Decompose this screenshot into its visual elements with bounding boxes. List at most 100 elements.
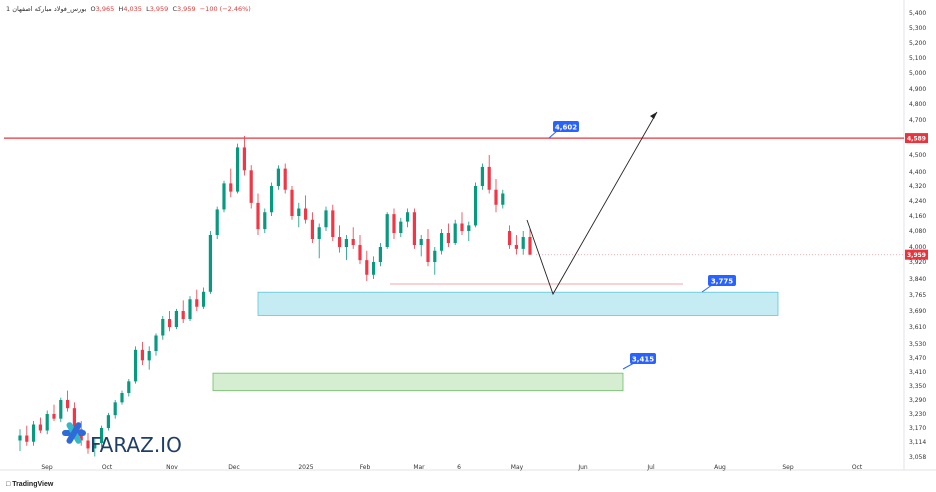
y-tick-label: 4,700: [909, 117, 926, 124]
candle-body: [283, 168, 287, 190]
candle-body: [202, 291, 206, 307]
y-tick-label: 5,300: [909, 25, 926, 32]
candle-body: [419, 239, 423, 245]
high-value: 4,035: [123, 5, 142, 13]
candle-body: [106, 415, 110, 428]
open-value: 3,965: [95, 5, 115, 13]
candle-body: [276, 168, 280, 186]
candle-body: [501, 193, 505, 205]
candle-body: [467, 225, 471, 231]
candle-body: [528, 237, 532, 255]
resistance-price-badge: [905, 133, 928, 144]
candle-body: [521, 237, 525, 249]
y-tick-label: 3,410: [909, 369, 926, 376]
projection-arrowhead: [650, 112, 657, 119]
x-tick-label: Jul: [646, 464, 655, 471]
y-tick-label: 4,400: [909, 169, 926, 176]
y-tick-label: 3,690: [909, 308, 926, 315]
candle-body: [168, 319, 172, 327]
candle-body: [242, 147, 246, 171]
x-tick-label: Oct: [102, 464, 113, 471]
target-callout: [553, 121, 579, 132]
x-tick-label: 2025: [298, 464, 313, 471]
candle-body: [412, 212, 416, 245]
y-tick-label: 4,000: [909, 244, 926, 251]
candle-body: [297, 208, 301, 216]
candle-body: [399, 221, 403, 233]
y-tick-label: 4,500: [909, 152, 926, 159]
green-zone-callout: [630, 353, 656, 364]
candle-body: [440, 233, 444, 251]
current-price-label: 3,959: [907, 252, 926, 259]
candle-body: [222, 183, 226, 210]
y-tick-label: 3,058: [909, 454, 926, 461]
candle-body: [127, 381, 131, 393]
y-tick-label: 4,080: [909, 228, 926, 235]
candle-body: [487, 166, 491, 190]
x-tick-label: Oct: [852, 464, 863, 471]
watermark-text: FARAZ.IO: [90, 433, 182, 457]
candle-body: [256, 202, 260, 230]
candle-body: [351, 239, 355, 245]
candle-body: [154, 335, 158, 351]
x-tick-label: Mar: [413, 464, 425, 471]
candle-body: [406, 212, 410, 222]
candle-body: [385, 214, 389, 247]
candle-body: [195, 299, 199, 307]
y-tick-label: 3,350: [909, 383, 926, 390]
candle-body: [134, 349, 138, 382]
x-tick-label: Dec: [228, 464, 240, 471]
candle-body: [208, 235, 212, 292]
candle-body: [113, 402, 117, 416]
candle-body: [358, 245, 362, 261]
y-tick-label: 5,200: [909, 40, 926, 47]
blue-demand-zone: [257, 291, 779, 316]
brand-name: TradingView: [12, 481, 54, 488]
change-value: −100 (−2.46%): [199, 5, 251, 13]
candle-body: [372, 262, 376, 275]
candle-body: [32, 424, 36, 442]
candle-body: [338, 237, 342, 247]
low-value: 3,959: [149, 5, 169, 13]
candle-body: [66, 400, 70, 409]
brand-logo[interactable]: □ TradingView: [6, 481, 53, 488]
candle-body: [38, 424, 42, 431]
candle-body: [508, 231, 512, 245]
candle-body: [392, 214, 396, 233]
y-tick-label: 5,400: [909, 10, 926, 17]
y-tick-label: 4,240: [909, 198, 926, 205]
y-tick-label: 3,530: [909, 341, 926, 348]
y-tick-label: 5,000: [909, 70, 926, 77]
candle-body: [215, 209, 219, 235]
candle-body: [236, 147, 240, 192]
candle-body: [270, 186, 274, 213]
x-tick-label: 6: [457, 464, 461, 471]
candle-body: [378, 247, 382, 262]
candle-body: [161, 319, 165, 336]
symbol-name: بورس_فولاد مبارکه اصفهان 1: [6, 5, 87, 13]
tradingview-icon: □: [6, 481, 11, 488]
projection-path: [526, 111, 658, 296]
y-tick-label: 3,840: [909, 276, 926, 283]
chart-header: بورس_فولاد مبارکه اصفهان 1 O3,965 H4,035…: [6, 5, 251, 13]
blue-zone-callout-pointer: [701, 284, 713, 293]
candle-body: [310, 219, 314, 239]
target-callout-label: 4,602: [555, 124, 577, 132]
candle-body: [25, 435, 29, 442]
candle-body: [174, 311, 178, 327]
candle-body: [59, 400, 63, 419]
y-tick-label: 3,230: [909, 411, 926, 418]
candle-body: [317, 227, 321, 239]
candle-body: [494, 189, 498, 205]
candle-body: [120, 393, 124, 403]
green-zone-callout-label: 3,415: [632, 356, 654, 364]
y-tick-label: 4,160: [909, 213, 926, 220]
y-tick-label: 3,920: [909, 259, 926, 266]
candle-body: [249, 170, 253, 203]
green-demand-zone: [212, 372, 624, 392]
x-tick-label: Aug: [714, 464, 726, 471]
candle-body: [181, 311, 185, 319]
x-tick-label: May: [511, 464, 524, 471]
y-tick-label: 4,320: [909, 183, 926, 190]
